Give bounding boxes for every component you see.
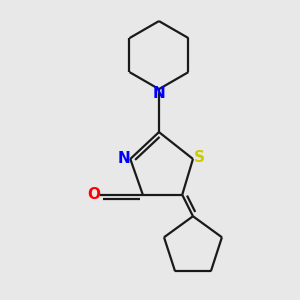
Text: N: N	[153, 86, 165, 101]
Text: N: N	[118, 152, 130, 166]
Text: S: S	[194, 150, 205, 165]
Text: O: O	[87, 187, 100, 202]
